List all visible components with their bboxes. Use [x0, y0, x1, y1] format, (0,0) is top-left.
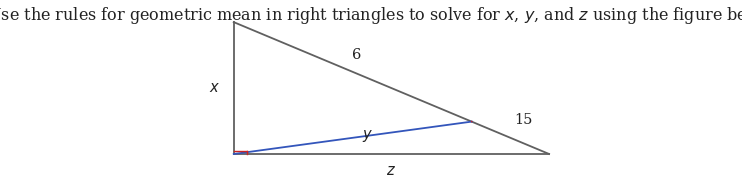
- Text: $x$: $x$: [209, 81, 220, 95]
- Text: 6: 6: [352, 48, 361, 62]
- Text: $z$: $z$: [387, 164, 396, 177]
- Text: 15: 15: [514, 113, 533, 127]
- Text: 1.  Use the rules for geometric mean in right triangles to solve for $x$, $y$, a: 1. Use the rules for geometric mean in r…: [0, 5, 742, 26]
- Text: $y$: $y$: [361, 128, 372, 144]
